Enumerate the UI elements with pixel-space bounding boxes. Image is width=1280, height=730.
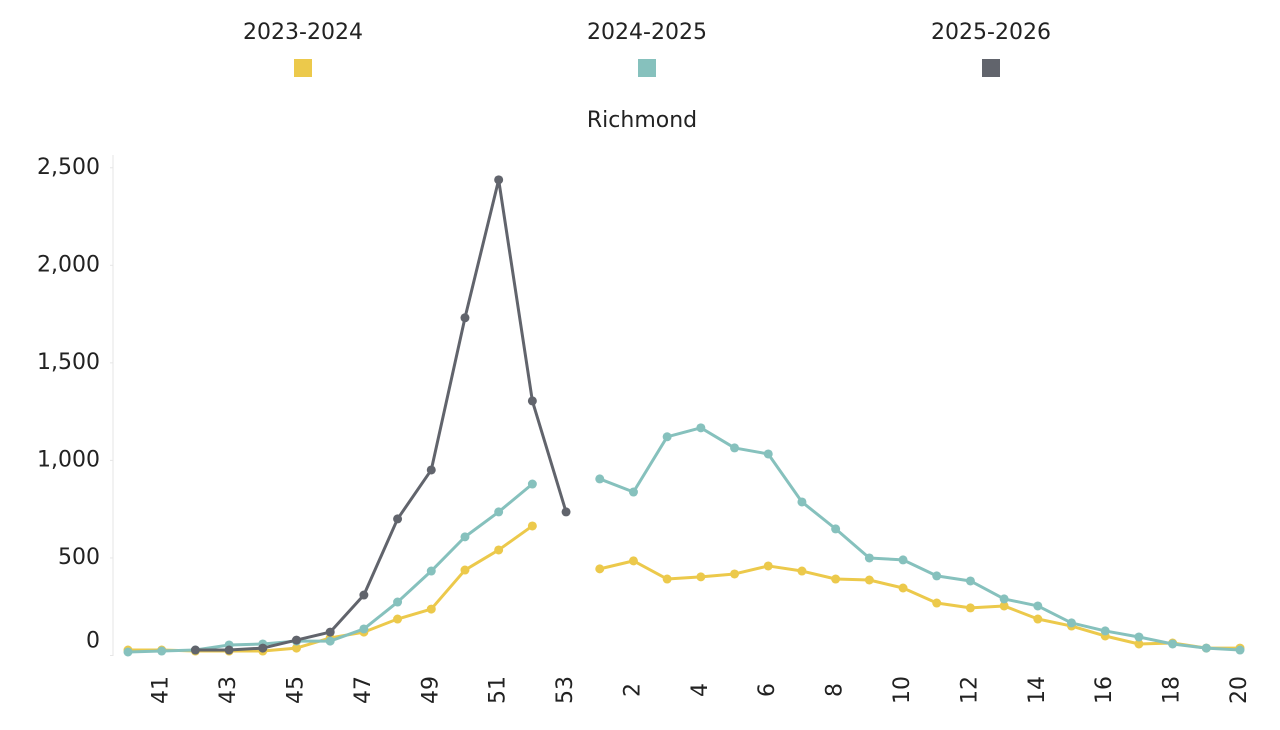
data-point	[898, 583, 908, 593]
data-point	[965, 576, 975, 586]
data-point	[494, 175, 504, 185]
data-point	[595, 474, 605, 484]
x-tick-label: 49	[418, 676, 443, 704]
data-point	[123, 647, 133, 657]
x-tick-label: 20	[1227, 676, 1252, 704]
data-point	[460, 313, 470, 323]
data-point	[1168, 639, 1178, 649]
y-tick-label: 1,500	[37, 350, 100, 375]
legend-swatch	[982, 59, 1000, 77]
series-line	[128, 524, 1240, 653]
data-point	[864, 575, 874, 585]
x-tick-label: 41	[149, 676, 174, 704]
y-tick-label: 0	[86, 629, 100, 654]
data-point	[426, 604, 436, 614]
x-tick-label: 8	[823, 683, 848, 697]
data-point	[763, 561, 773, 571]
data-point	[359, 590, 369, 600]
y-tick-label: 500	[58, 545, 100, 570]
data-point	[561, 507, 571, 517]
data-point	[527, 396, 537, 406]
data-point	[696, 423, 706, 433]
data-point	[393, 514, 403, 524]
data-point	[662, 432, 672, 442]
data-point	[898, 555, 908, 565]
legend-label: 2025-2026	[931, 20, 1051, 45]
data-point	[763, 449, 773, 459]
x-tick-label: 51	[486, 676, 511, 704]
y-tick-label: 2,500	[37, 155, 100, 180]
data-point	[831, 574, 841, 584]
x-tick-label: 10	[890, 676, 915, 704]
data-point	[393, 614, 403, 624]
x-tick-label: 14	[1025, 676, 1050, 704]
data-point	[1033, 614, 1043, 624]
data-point	[258, 643, 268, 653]
data-point	[864, 553, 874, 563]
legend-label: 2023-2024	[243, 20, 363, 45]
chart-title: Richmond	[587, 108, 697, 133]
data-point	[494, 545, 504, 555]
data-point	[999, 601, 1009, 611]
data-point	[696, 572, 706, 582]
x-tick-label: 53	[553, 676, 578, 704]
data-point	[1134, 632, 1144, 642]
data-point	[393, 597, 403, 607]
data-point	[291, 643, 301, 653]
data-point	[426, 465, 436, 475]
legend-swatch	[294, 59, 312, 77]
data-point	[1134, 639, 1144, 649]
data-point	[359, 624, 369, 634]
data-point	[460, 532, 470, 542]
data-point	[797, 566, 807, 576]
data-point	[965, 603, 975, 613]
data-point	[1100, 626, 1110, 636]
data-point	[1235, 645, 1245, 655]
x-tick-label: 43	[216, 676, 241, 704]
x-tick-label: 4	[688, 683, 713, 697]
x-tick-label: 2	[620, 683, 645, 697]
data-point	[1067, 618, 1077, 628]
data-point	[291, 635, 301, 645]
data-point	[831, 524, 841, 534]
series-line	[127, 426, 1241, 654]
data-point	[325, 627, 335, 637]
x-tick-label: 45	[283, 676, 308, 704]
data-point	[932, 598, 942, 608]
data-point	[527, 479, 537, 489]
data-point	[1033, 601, 1043, 611]
y-tick-label: 2,000	[37, 252, 100, 277]
data-point	[628, 556, 638, 566]
data-point	[157, 646, 167, 656]
data-point	[595, 564, 605, 574]
x-tick-label: 47	[351, 676, 376, 704]
data-point	[662, 574, 672, 584]
x-tick-label: 6	[755, 683, 780, 697]
data-point	[1201, 643, 1211, 653]
data-point	[190, 645, 200, 655]
data-point	[730, 443, 740, 453]
data-point	[224, 645, 234, 655]
data-point	[325, 636, 335, 646]
x-tick-label: 12	[957, 676, 982, 704]
data-point	[999, 594, 1009, 604]
y-tick-label: 1,000	[37, 447, 100, 472]
data-point	[426, 566, 436, 576]
x-tick-label: 16	[1092, 676, 1117, 704]
x-tick-label: 18	[1160, 676, 1185, 704]
data-point	[527, 521, 537, 531]
legend-label: 2024-2025	[587, 20, 707, 45]
legend-swatch	[638, 59, 656, 77]
series-line	[195, 178, 568, 652]
data-point	[494, 507, 504, 517]
data-point	[730, 569, 740, 579]
data-point	[460, 565, 470, 575]
data-point	[628, 487, 638, 497]
data-point	[797, 497, 807, 507]
data-point	[932, 571, 942, 581]
